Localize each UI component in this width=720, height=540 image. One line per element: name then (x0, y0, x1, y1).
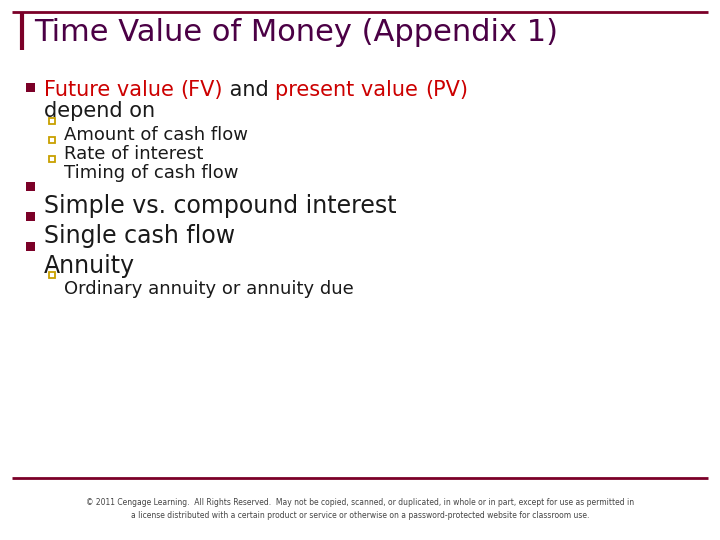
Text: Timing of cash flow: Timing of cash flow (64, 164, 238, 182)
Bar (25, 181, 35, 191)
Text: Amount of cash flow: Amount of cash flow (64, 126, 248, 144)
Bar (49, 156, 55, 162)
Text: Time Value of Money (Appendix 1): Time Value of Money (Appendix 1) (34, 18, 558, 47)
Text: Single cash flow: Single cash flow (44, 224, 235, 248)
Text: (PV): (PV) (425, 80, 468, 100)
Text: Future value: Future value (44, 80, 181, 100)
Bar (49, 272, 55, 278)
Text: Rate of interest: Rate of interest (64, 145, 203, 163)
Text: (FV): (FV) (181, 80, 223, 100)
Text: © 2011 Cengage Learning.  All Rights Reserved.  May not be copied, scanned, or d: © 2011 Cengage Learning. All Rights Rese… (86, 498, 634, 519)
Text: present value: present value (275, 80, 425, 100)
Bar (49, 137, 55, 143)
Bar (25, 212, 35, 220)
Text: Ordinary annuity or annuity due: Ordinary annuity or annuity due (64, 280, 354, 298)
Bar (25, 83, 35, 91)
Bar (49, 118, 55, 124)
Text: Annuity: Annuity (44, 254, 135, 278)
Text: Simple vs. compound interest: Simple vs. compound interest (44, 194, 397, 218)
Bar (25, 241, 35, 251)
Text: depend on: depend on (44, 101, 155, 121)
Text: and: and (223, 80, 275, 100)
